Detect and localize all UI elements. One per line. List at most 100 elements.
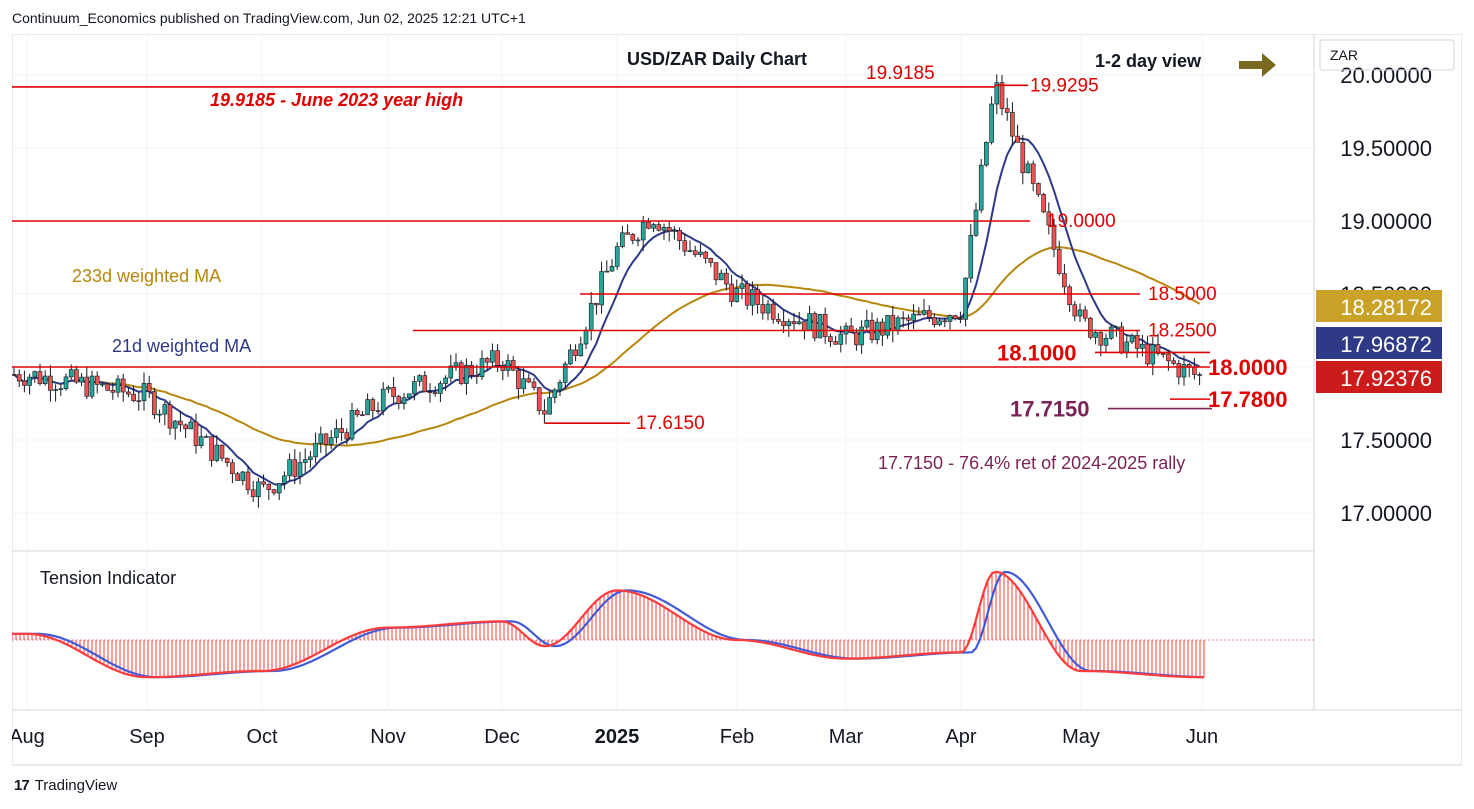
candle-body <box>1067 286 1072 306</box>
time-axis-label: Aug <box>12 726 45 748</box>
candle-body <box>349 410 355 440</box>
price-badge <box>1316 290 1442 322</box>
candle-body <box>115 378 121 393</box>
candle-body <box>63 376 69 389</box>
candle-body <box>682 240 688 252</box>
candle-body <box>765 303 771 314</box>
candle-body <box>947 315 953 322</box>
candle-body <box>240 471 246 481</box>
candle-body <box>1108 326 1114 339</box>
candle-body <box>495 350 500 366</box>
candle-body <box>755 289 760 305</box>
candle-body <box>750 289 755 306</box>
candle-body <box>978 164 984 211</box>
candle-body <box>235 473 240 481</box>
candle-body <box>334 428 339 438</box>
candle-body <box>724 272 729 285</box>
candle-body <box>973 209 979 236</box>
candle-body <box>609 266 615 272</box>
price-badge <box>1316 361 1442 393</box>
candle-body <box>209 436 214 461</box>
candle-body <box>968 234 974 279</box>
arrow-right-icon <box>1239 53 1276 77</box>
candle-body <box>661 227 667 231</box>
candle-body <box>1072 304 1078 317</box>
candle-body <box>911 313 916 321</box>
candle-body <box>484 358 490 363</box>
candle-body <box>864 319 870 328</box>
candle-body <box>807 313 812 332</box>
candle-body <box>354 410 360 416</box>
candles[interactable] <box>12 74 1202 508</box>
level-label: 19.9295 <box>1030 75 1099 96</box>
candle-body <box>438 383 443 394</box>
candle-body <box>984 141 989 166</box>
candle-body <box>1192 366 1197 375</box>
candle-body <box>68 369 74 378</box>
price-badge-value: 17.96872 <box>1340 332 1432 357</box>
candle-body <box>776 318 781 322</box>
time-axis-label: Oct <box>246 726 278 748</box>
candle-body <box>271 489 277 494</box>
time-axis: Aug Sep Oct Nov Dec 2025 Feb Mar Apr May Jun <box>12 726 1218 748</box>
tradingview-logo-icon: 17 <box>14 777 30 794</box>
chart-svg[interactable]: 19.9185 19.9185 - June 2023 year high 19.9… <box>12 34 1462 769</box>
time-axis-label: 2025 <box>595 726 640 748</box>
candle-body <box>365 399 370 416</box>
candle-body <box>204 436 209 438</box>
candle-body <box>880 321 885 336</box>
candle-body <box>890 315 896 332</box>
candle-body <box>578 343 584 356</box>
candle-body <box>557 382 563 391</box>
candle-body <box>42 375 48 384</box>
candle-body <box>510 360 516 371</box>
tension-fast-line <box>12 570 1204 679</box>
candle-body <box>999 82 1005 109</box>
price-axis-label: 17.50000 <box>1340 428 1432 453</box>
candle-body <box>16 374 22 382</box>
candle-body <box>193 421 199 447</box>
candle-body <box>100 383 105 386</box>
candle-body <box>1077 309 1083 317</box>
price-badges: 18.28172 17.96872 17.92376 <box>1316 290 1442 393</box>
candle-body <box>594 302 599 306</box>
chart-border <box>12 34 1462 766</box>
candle-body <box>250 489 256 498</box>
candle-body <box>126 391 131 395</box>
candle-body <box>339 428 344 433</box>
candle-body <box>536 387 542 411</box>
candle-body <box>443 377 448 384</box>
tradingview-footer[interactable]: 17 TradingView <box>14 777 117 794</box>
candle-body <box>32 371 38 378</box>
price-axis-label: 19.50000 <box>1340 136 1432 161</box>
candle-body <box>74 369 79 383</box>
candle-body <box>1140 343 1145 349</box>
time-axis-label: Mar <box>829 726 864 748</box>
candle-body <box>344 432 350 440</box>
candle-body <box>786 321 792 327</box>
candle-body <box>942 320 948 323</box>
candle-body <box>838 333 844 345</box>
candle-body <box>573 349 578 356</box>
candle-body <box>1197 374 1202 376</box>
candle-body <box>1056 248 1062 274</box>
level-label: 17.7150 <box>1010 397 1090 422</box>
level-note: 19.9185 - June 2023 year high <box>210 90 463 110</box>
candle-body <box>1030 163 1036 184</box>
candle-body <box>230 462 235 475</box>
candle-body <box>963 277 968 320</box>
candle-body <box>370 399 376 411</box>
candle-body <box>302 459 308 463</box>
ma21-line <box>13 137 1201 487</box>
candle-body <box>739 283 745 289</box>
candle-body <box>729 283 734 302</box>
time-axis-label: Nov <box>370 726 406 748</box>
candle-body <box>1062 273 1067 288</box>
candle-body <box>308 456 313 460</box>
level-label: 18.5000 <box>1148 284 1217 305</box>
candle-body <box>1129 334 1135 343</box>
candle-body <box>822 313 828 337</box>
candle-body <box>640 221 646 241</box>
candle-body <box>604 270 610 273</box>
candle-body <box>141 383 147 402</box>
